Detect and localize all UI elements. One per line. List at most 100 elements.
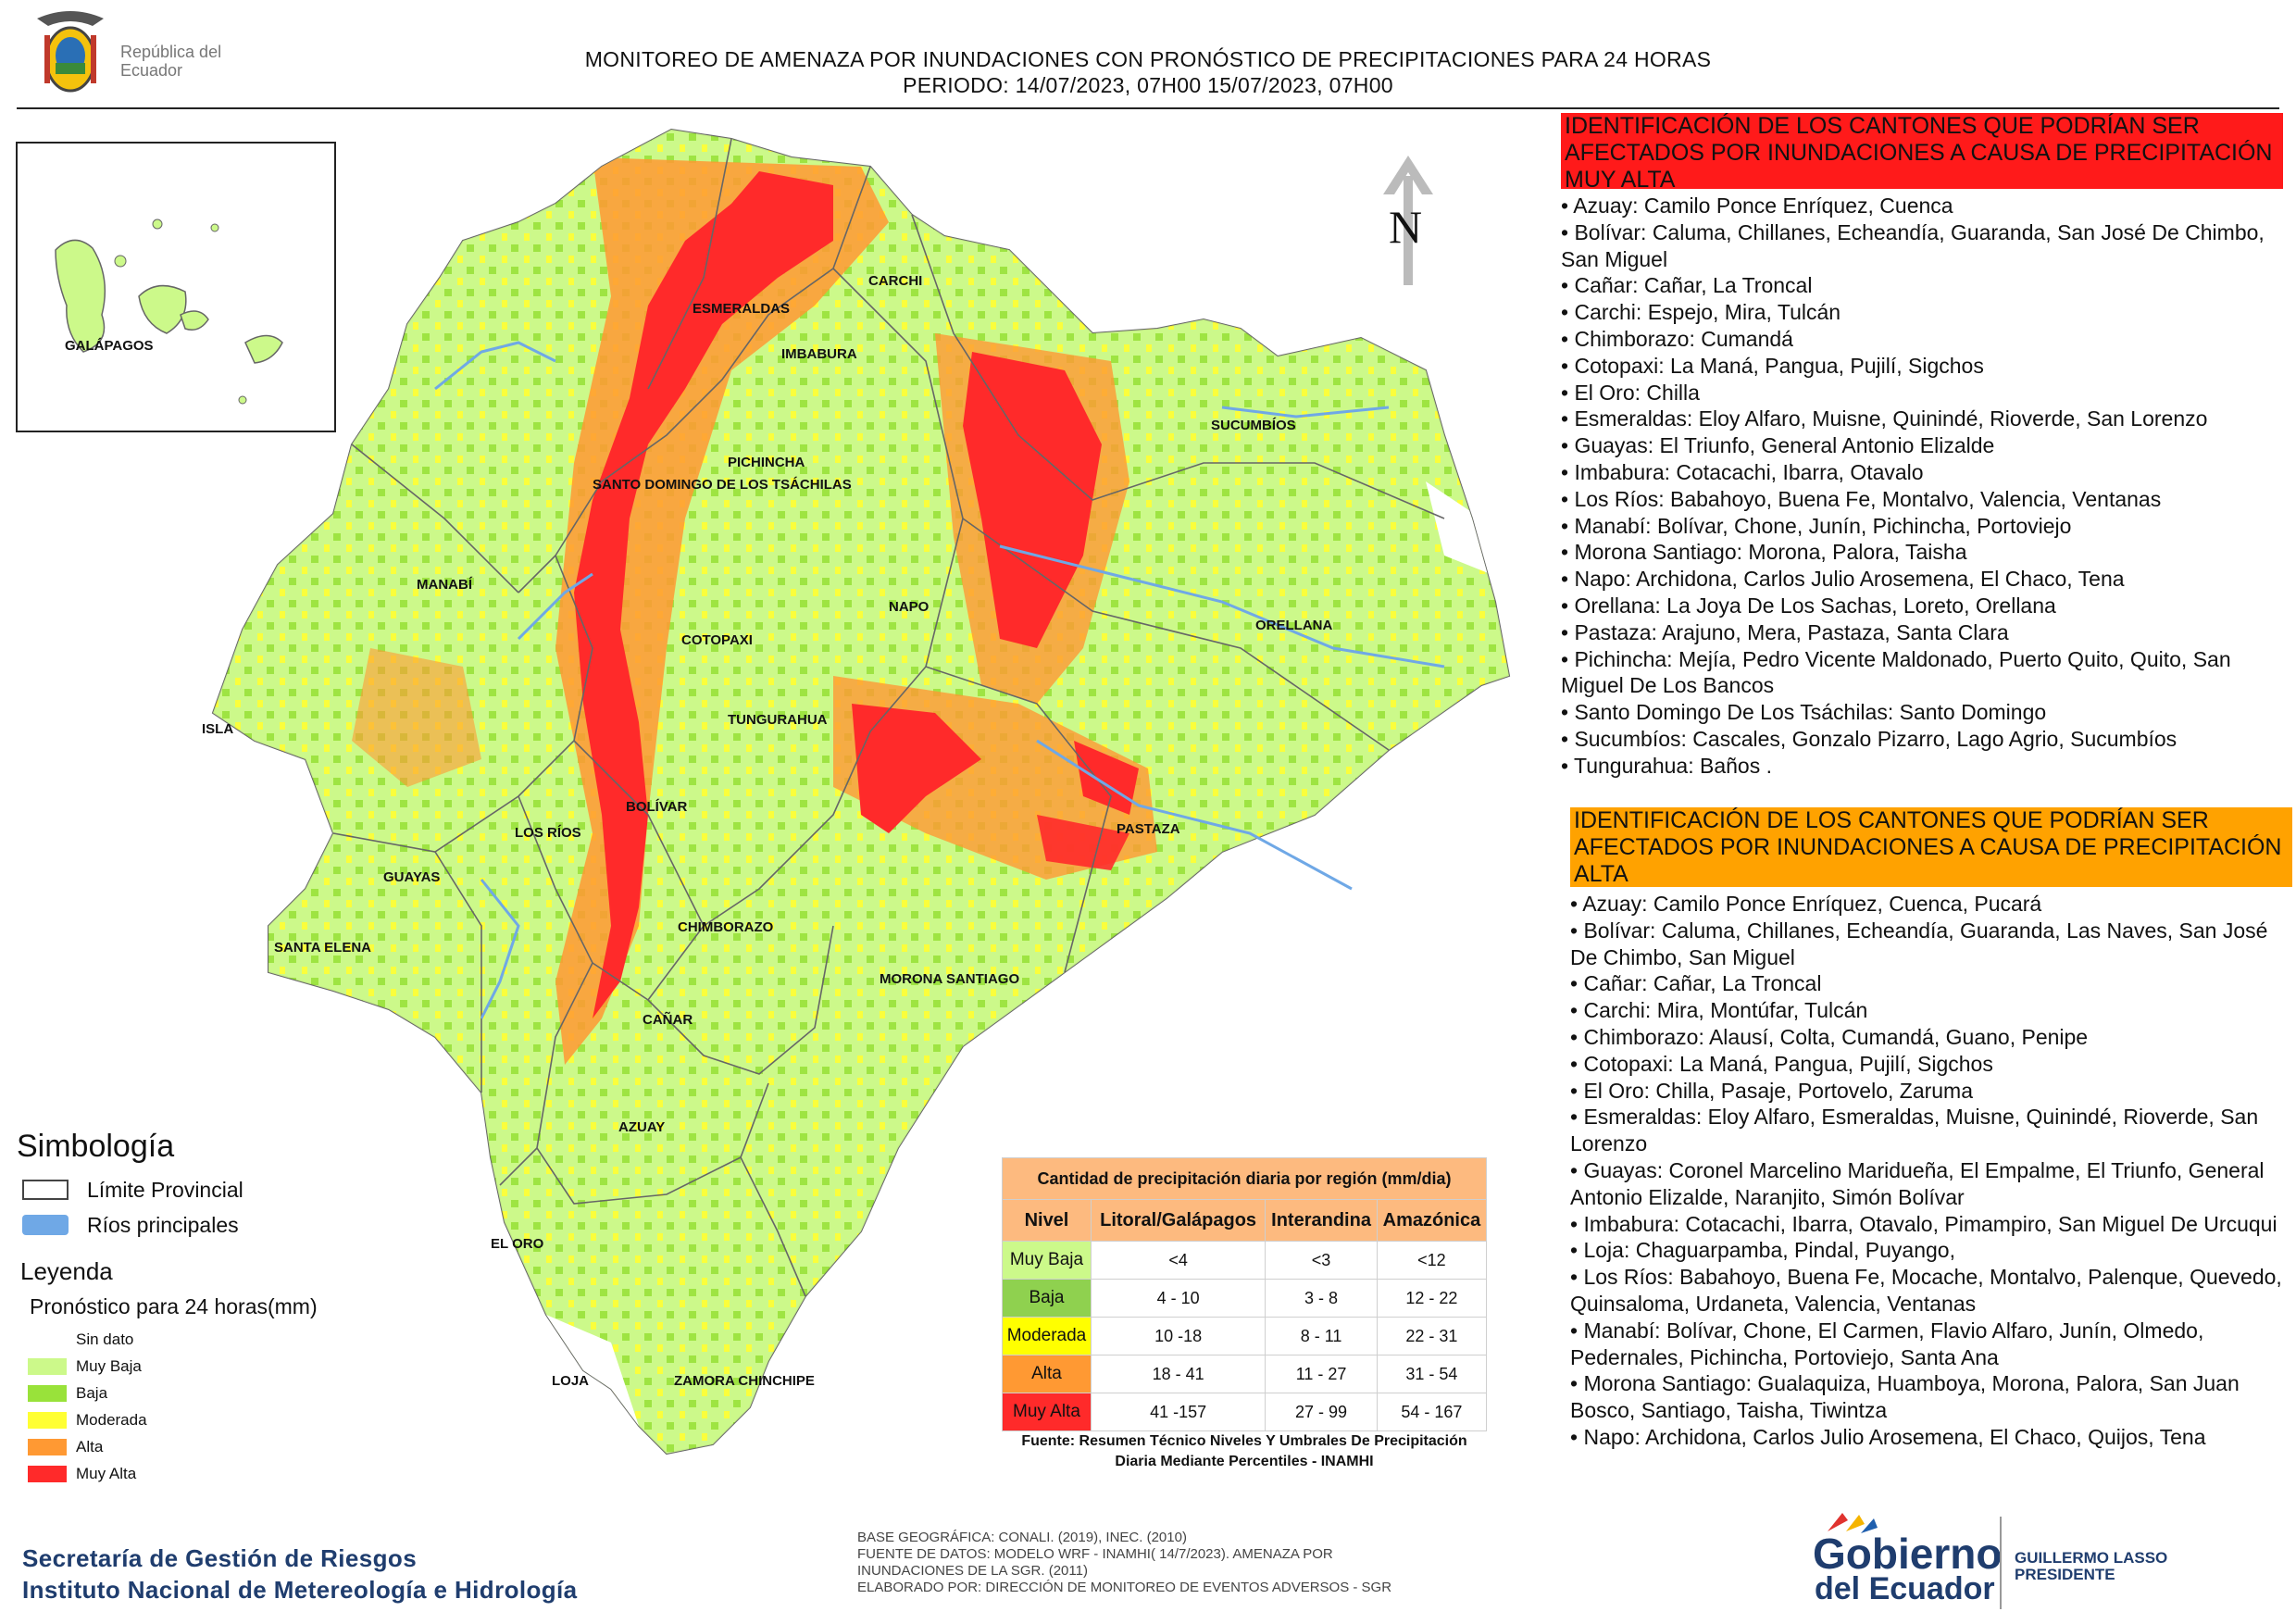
symbology-label: Límite Provincial <box>87 1177 243 1202</box>
north-arrow-icon: N <box>1383 156 1433 285</box>
logo-separator <box>2000 1517 2002 1609</box>
canton-list-item: El Oro: Chilla <box>1561 380 2283 406</box>
legend-items: Sin dato Muy Baja Baja Moderada Alta Muy Alta <box>20 1326 372 1487</box>
gobierno-logo: Gobierno del Ecuador GUILLERMO LASSO PRE… <box>1805 1509 2296 1611</box>
map-label: PASTAZA <box>1117 821 1180 837</box>
canton-list-item: Cotopaxi: La Maná, Pangua, Pujilí, Sigch… <box>1570 1051 2292 1078</box>
value-cell: 4 - 10 <box>1090 1279 1267 1318</box>
value-cell: 12 - 22 <box>1376 1279 1488 1318</box>
canton-list-item: Cañar: Cañar, La Troncal <box>1570 970 2292 997</box>
value-cell: 8 - 11 <box>1265 1317 1378 1355</box>
map-label: IMBABURA <box>781 346 857 362</box>
canton-list-item: El Oro: Chilla, Pasaje, Portovelo, Zarum… <box>1570 1078 2292 1105</box>
canton-list-item: Los Ríos: Babahoyo, Buena Fe, Montalvo, … <box>1561 486 2283 513</box>
map-label: MORONA SANTIAGO <box>880 971 1019 987</box>
map-label: NAPO <box>889 599 930 615</box>
value-cell: <4 <box>1090 1241 1267 1280</box>
table-row: Alta 18 - 41 11 - 27 31 - 54 <box>1002 1355 1488 1393</box>
value-cell: 22 - 31 <box>1376 1317 1488 1355</box>
legend-item: Muy Baja <box>20 1353 372 1380</box>
canton-list-item: Azuay: Camilo Ponce Enríquez, Cuenca, Pu… <box>1570 891 2292 918</box>
legend-swatch <box>28 1411 67 1429</box>
title-line-2: PERIODO: 14/07/2023, 07H00 15/07/2023, 0… <box>903 73 1393 97</box>
agencies: Secretaría de Gestión de Riesgos Institu… <box>22 1543 578 1605</box>
level-cell: Muy Alta <box>1002 1393 1092 1431</box>
symbology-item: Límite Provincial <box>17 1172 368 1207</box>
president-title: PRESIDENTE <box>2015 1566 2115 1583</box>
value-cell: 54 - 167 <box>1376 1393 1488 1431</box>
legend-item: Sin dato <box>20 1326 372 1353</box>
value-cell: 3 - 8 <box>1265 1279 1378 1318</box>
map-label: MANABÍ <box>417 577 473 593</box>
gobierno-mark-icon <box>1828 1513 1878 1533</box>
canton-list-item: Manabí: Bolívar, Chone, Junín, Pichincha… <box>1561 513 2283 540</box>
map-label: EL ORO <box>491 1236 544 1252</box>
legend-label: Muy Baja <box>76 1356 142 1375</box>
canton-list-item: Sucumbíos: Cascales, Gonzalo Pizarro, La… <box>1561 726 2283 753</box>
map-label: PICHINCHA <box>728 455 805 470</box>
gobierno-line-1: Gobierno <box>1813 1530 2003 1578</box>
map-label: AZUAY <box>618 1119 665 1135</box>
canton-list-item: Morona Santiago: Gualaquiza, Huamboya, M… <box>1570 1370 2292 1424</box>
high-heading: IDENTIFICACIÓN DE LOS CANTONES QUE PODRÍ… <box>1570 807 2292 887</box>
gobierno-line-2: del Ecuador <box>1815 1571 1995 1606</box>
map-label: BOLÍVAR <box>626 799 688 815</box>
legend-swatch <box>28 1384 67 1402</box>
legend-label: Baja <box>76 1383 108 1402</box>
value-cell: 10 -18 <box>1090 1317 1267 1355</box>
river-swatch <box>22 1215 69 1235</box>
map-label: ISLA <box>202 721 233 737</box>
north-label: N <box>1389 201 1422 253</box>
legend-label: Sin dato <box>76 1330 134 1348</box>
header-divider <box>17 107 2279 109</box>
precipitation-table: Cantidad de precipitación diaria por reg… <box>1002 1157 1488 1431</box>
table-header: Amazónica <box>1376 1199 1488 1242</box>
table-source: Fuente: Resumen Técnico Niveles Y Umbral… <box>1021 1433 1467 1469</box>
table-row: Baja 4 - 10 3 - 8 12 - 22 <box>1002 1279 1488 1318</box>
canton-list-item: Guayas: El Triunfo, General Antonio Eliz… <box>1561 432 2283 459</box>
canton-list-item: Bolívar: Caluma, Chillanes, Echeandía, G… <box>1570 918 2292 971</box>
table-header: Interandina <box>1265 1199 1378 1242</box>
canton-list-item: Pichincha: Mejía, Pedro Vicente Maldonad… <box>1561 646 2283 700</box>
very-high-list: Azuay: Camilo Ponce Enríquez, CuencaBolí… <box>1561 193 2283 780</box>
map-label: GUAYAS <box>383 869 440 885</box>
galapagos-label: GALÁPAGOS <box>65 338 154 354</box>
legend-swatch <box>28 1438 67 1455</box>
value-cell: 27 - 99 <box>1265 1393 1378 1431</box>
canton-list-item: Pastaza: Arajuno, Mera, Pastaza, Santa C… <box>1561 619 2283 646</box>
canton-list-item: Guayas: Coronel Marcelino Maridueña, El … <box>1570 1157 2292 1211</box>
canton-list-item: Esmeraldas: Eloy Alfaro, Esmeraldas, Mui… <box>1570 1104 2292 1157</box>
table-row: Muy Baja <4 <3 <12 <box>1002 1241 1488 1280</box>
president-block: GUILLERMO LASSO PRESIDENTE <box>2015 1550 2167 1583</box>
canton-list-item: Esmeraldas: Eloy Alfaro, Muisne, Quinind… <box>1561 406 2283 432</box>
canton-list-item: Los Ríos: Babahoyo, Buena Fe, Mocache, M… <box>1570 1264 2292 1318</box>
level-cell: Muy Baja <box>1002 1241 1092 1280</box>
symbology-title: Simbología <box>17 1129 175 1164</box>
value-cell: 18 - 41 <box>1090 1355 1267 1393</box>
province-boundaries <box>332 138 1445 1297</box>
legend-label: Alta <box>76 1437 104 1455</box>
high-list: Azuay: Camilo Ponce Enríquez, Cuenca, Pu… <box>1570 891 2292 1451</box>
title-line-1: MONITOREO DE AMENAZA POR INUNDACIONES CO… <box>584 47 1712 71</box>
credits: BASE GEOGRÁFICA: CONALI. (2019), INEC. (… <box>857 1530 1431 1596</box>
canton-list-item: Carchi: Mira, Montúfar, Tulcán <box>1570 997 2292 1024</box>
level-cell: Baja <box>1002 1279 1092 1318</box>
canton-list-item: Imbabura: Cotacachi, Ibarra, Otavalo, Pi… <box>1570 1211 2292 1238</box>
map-label: SUCUMBÍOS <box>1211 418 1296 433</box>
map-label: ORELLANA <box>1255 618 1332 633</box>
symbology-item: Ríos principales <box>17 1207 368 1243</box>
table-header: Nivel <box>1002 1199 1092 1242</box>
canton-list-item: Carchi: Espejo, Mira, Tulcán <box>1561 299 2283 326</box>
map-label: LOS RÍOS <box>515 825 581 841</box>
canton-list-item: Cotopaxi: La Maná, Pangua, Pujilí, Sigch… <box>1561 353 2283 380</box>
map-label: LOJA <box>552 1373 589 1389</box>
canton-list-item: Chimborazo: Cumandá <box>1561 326 2283 353</box>
canton-list-item: Morona Santiago: Morona, Palora, Taisha <box>1561 539 2283 566</box>
canton-list-item: Azuay: Camilo Ponce Enríquez, Cuenca <box>1561 193 2283 219</box>
president-name: GUILLERMO LASSO <box>2015 1549 2168 1567</box>
symbology-label: Ríos principales <box>87 1212 239 1237</box>
symbology: Simbología Límite Provincial Ríos princi… <box>17 1128 368 1243</box>
canton-list-item: Orellana: La Joya De Los Sachas, Loreto,… <box>1561 593 2283 619</box>
map-label: CAÑAR <box>643 1011 693 1028</box>
map-label: ESMERALDAS <box>693 301 790 317</box>
